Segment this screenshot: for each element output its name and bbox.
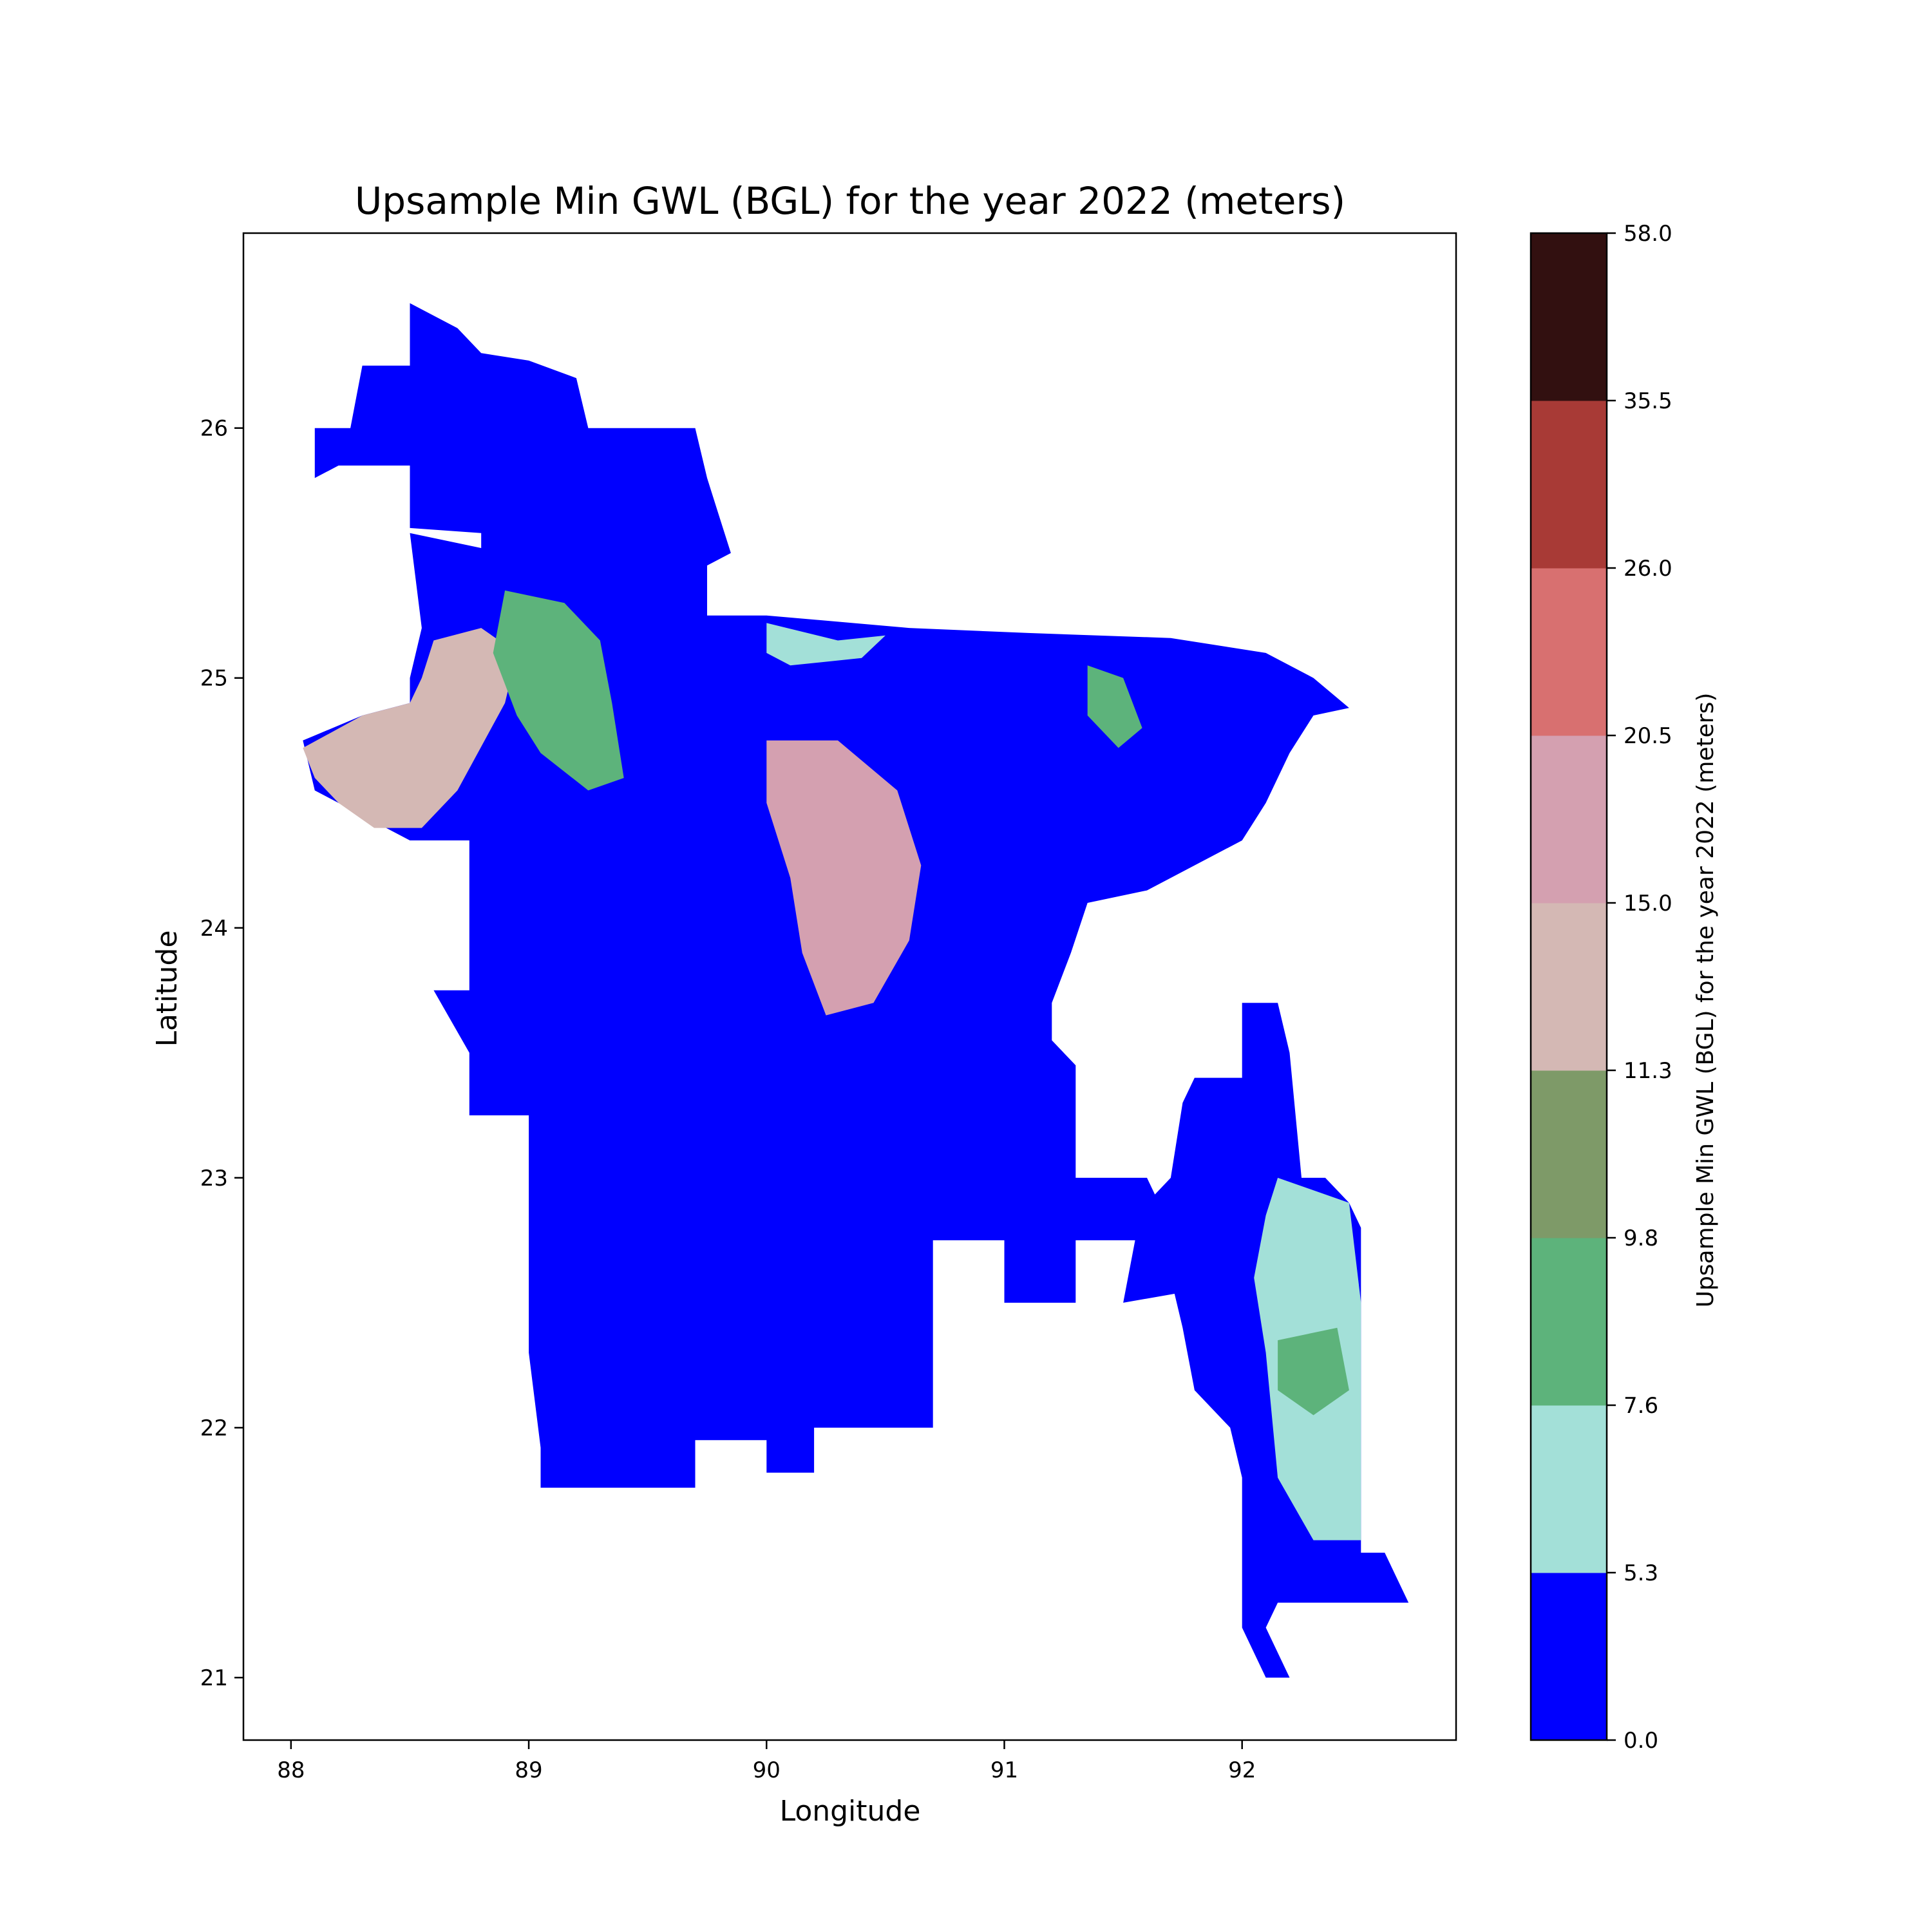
colorbar-segment xyxy=(1531,233,1607,401)
x-tick-label: 92 xyxy=(1228,1757,1256,1783)
y-tick-label: 23 xyxy=(200,1166,228,1191)
colorbar-segment xyxy=(1531,1070,1607,1238)
colorbar-segment xyxy=(1531,903,1607,1071)
colorbar-frame xyxy=(1530,232,1608,1741)
colorbar-label: Upsample Min GWL (BGL) for the year 2022… xyxy=(1692,693,1719,1308)
y-tick-label: 26 xyxy=(200,416,228,442)
colorbar: 0.0 5.3 7.6 9.8 11.3 15.0 20.5 26.0 35.5 58.0 xyxy=(1530,221,1672,1754)
y-axis-label: Latitude xyxy=(151,930,184,1046)
y-axis: 21 22 23 24 25 26 xyxy=(200,416,243,1691)
x-tick-label: 88 xyxy=(277,1757,305,1783)
region-north-west xyxy=(303,628,517,828)
colorbar-segment xyxy=(1531,568,1607,736)
colorbar-tick-label: 0.0 xyxy=(1624,1728,1658,1754)
colorbar-tick-label: 20.5 xyxy=(1624,723,1672,749)
colorbar-segment xyxy=(1531,735,1607,904)
colorbar-tick-label: 11.3 xyxy=(1624,1058,1672,1084)
colorbar-tick-label: 9.8 xyxy=(1624,1226,1658,1251)
colorbar-segment xyxy=(1531,1238,1607,1406)
x-axis: 88 89 90 91 92 xyxy=(277,1740,1256,1783)
plot-frame xyxy=(242,232,1457,1741)
colorbar-tick-label: 26.0 xyxy=(1624,556,1672,582)
colorbar-tick-label: 35.5 xyxy=(1624,388,1672,414)
chart-title: Upsample Min GWL (BGL) for the year 2022… xyxy=(355,179,1345,223)
x-tick-label: 90 xyxy=(753,1757,781,1783)
colorbar-tick-label: 58.0 xyxy=(1624,221,1672,247)
colorbar-segment xyxy=(1531,401,1607,569)
colorbar-tick-label: 5.3 xyxy=(1624,1560,1658,1586)
colorbar-tick-label: 15.0 xyxy=(1624,891,1672,916)
x-axis-label: Longitude xyxy=(780,1795,921,1828)
region-north-central xyxy=(493,590,624,791)
plot-area xyxy=(303,303,1409,1678)
y-tick-label: 25 xyxy=(200,666,228,692)
region-sylhet-north xyxy=(766,623,886,666)
region-hill-core xyxy=(1278,1327,1349,1416)
x-tick-label: 91 xyxy=(990,1757,1018,1783)
region-central xyxy=(766,740,922,1016)
x-tick-label: 89 xyxy=(515,1757,542,1783)
colorbar-segment xyxy=(1531,1573,1607,1741)
y-tick-label: 21 xyxy=(200,1665,228,1691)
y-tick-label: 22 xyxy=(200,1416,228,1441)
region-north-east xyxy=(1087,665,1142,748)
y-tick-label: 24 xyxy=(200,916,228,942)
colorbar-segment xyxy=(1531,1405,1607,1573)
colorbar-tick-label: 7.6 xyxy=(1624,1393,1658,1419)
